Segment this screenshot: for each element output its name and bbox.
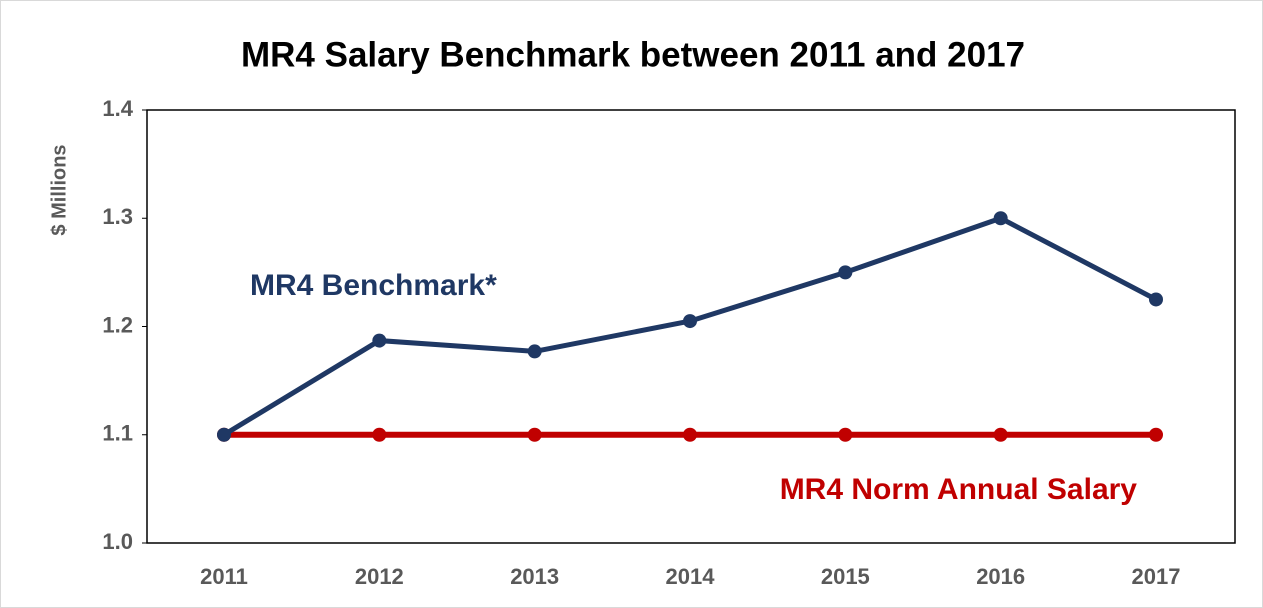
x-tick-label: 2012 [355,564,404,589]
y-tick-label: 1.2 [102,312,133,337]
data-point [372,333,387,348]
y-tick-label: 1.3 [102,204,133,229]
data-point [683,427,697,442]
chart-title: MR4 Salary Benchmark between 2011 and 20… [241,35,1025,74]
x-tick-label: 2013 [510,564,559,589]
data-point [683,314,697,329]
series-label: MR4 Norm Annual Salary [780,473,1138,506]
data-point [1149,292,1163,307]
y-tick-label: 1.0 [102,529,133,554]
series-label: MR4 Benchmark* [250,269,497,302]
data-point [527,427,542,442]
data-point [993,427,1008,442]
x-tick-label: 2011 [200,564,248,589]
x-tick-label: 2014 [666,564,716,589]
data-point [372,427,387,442]
data-point [838,427,853,442]
y-tick-label: 1.4 [102,96,133,121]
data-point [1149,427,1163,442]
x-tick-label: 2016 [976,564,1025,589]
data-point [838,265,853,280]
x-tick-label: 2015 [821,564,870,589]
y-axis-label: $ Millions [48,144,70,235]
y-tick-label: 1.1 [102,421,133,446]
data-point [993,211,1008,226]
data-point [527,344,542,359]
data-point [217,427,231,442]
x-tick-label: 2017 [1132,564,1181,589]
